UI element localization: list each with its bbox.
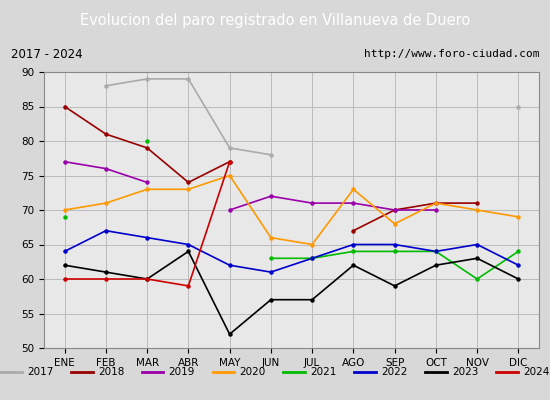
Text: 2017: 2017 [27, 367, 53, 377]
Text: 2023: 2023 [452, 367, 478, 377]
Text: 2018: 2018 [98, 367, 124, 377]
Text: 2020: 2020 [240, 367, 266, 377]
Text: 2021: 2021 [310, 367, 337, 377]
Text: 2022: 2022 [381, 367, 408, 377]
Text: 2024: 2024 [523, 367, 549, 377]
Text: 2017 - 2024: 2017 - 2024 [11, 48, 82, 60]
Text: http://www.foro-ciudad.com: http://www.foro-ciudad.com [364, 49, 539, 59]
Text: Evolucion del paro registrado en Villanueva de Duero: Evolucion del paro registrado en Villanu… [80, 12, 470, 28]
Text: 2019: 2019 [169, 367, 195, 377]
